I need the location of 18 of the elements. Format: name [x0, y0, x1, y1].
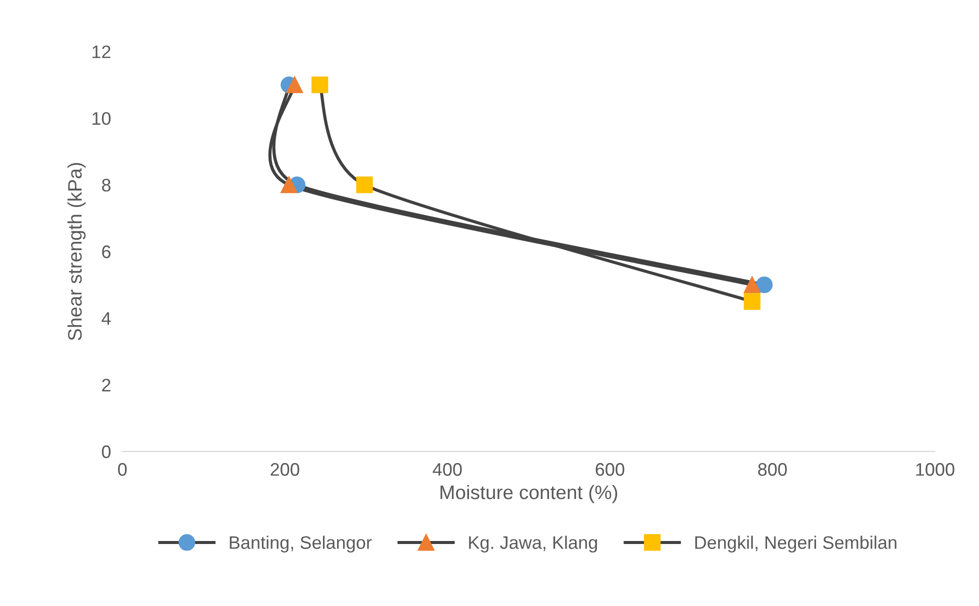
y-tick-label: 4 — [102, 312, 111, 325]
x-tick-label: 200 — [270, 463, 300, 476]
x-tick-label: 400 — [432, 463, 462, 476]
x-tick-label: 800 — [758, 463, 787, 476]
legend-label: Banting, Selangor — [230, 536, 372, 553]
x-tick-label: 1000 — [916, 463, 954, 476]
y-tick-label: 10 — [92, 112, 111, 125]
y-tick-label: 2 — [102, 378, 110, 392]
y-tick-label: 6 — [102, 245, 110, 258]
legend-label: Dengkil, Negeri Sembilan — [695, 536, 896, 553]
x-axis-title: Moisture content (%) — [440, 484, 618, 504]
legend-label: Kg. Jawa, Klang — [469, 536, 597, 553]
y-tick-label: 0 — [102, 445, 111, 458]
x-tick-label: 600 — [596, 463, 624, 476]
x-tick-label: 0 — [118, 463, 127, 476]
y-axis-title: Shear strength (kPa) — [68, 162, 86, 340]
y-tick-label: 12 — [92, 45, 110, 58]
y-tick-label: 8 — [102, 178, 110, 192]
